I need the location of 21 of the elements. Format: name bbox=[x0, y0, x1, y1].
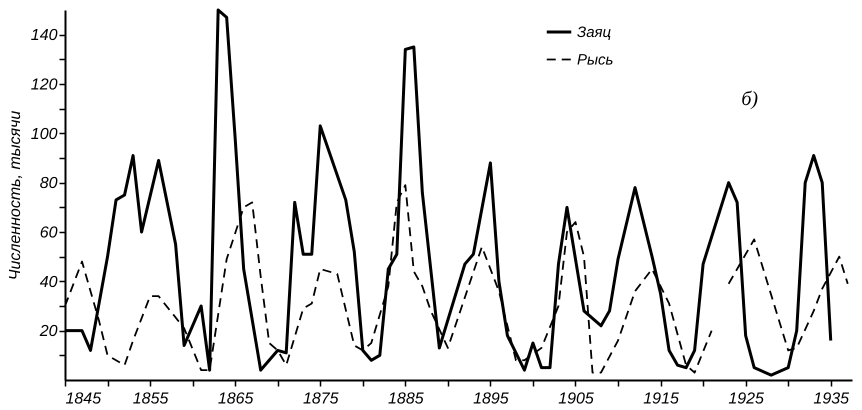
legend-label: Рысь bbox=[577, 52, 614, 68]
x-tick-label: 1925 bbox=[728, 390, 764, 408]
x-tick-label: 1905 bbox=[558, 390, 594, 408]
y-tick-label: 100 bbox=[30, 126, 58, 143]
y-tick-label: 120 bbox=[30, 76, 58, 94]
legend-label: Заяц bbox=[577, 24, 612, 41]
x-tick-label: 1895 bbox=[473, 390, 509, 408]
x-tick-label: 1855 bbox=[132, 390, 168, 408]
x-tick-label: 1885 bbox=[388, 390, 424, 408]
y-tick-label: 140 bbox=[30, 27, 58, 44]
x-tick-label: 1875 bbox=[302, 390, 339, 408]
y-axis-title: Численность, тысячи bbox=[6, 110, 24, 280]
y-tick-label: 20 bbox=[38, 323, 58, 340]
y-tick-label: 80 bbox=[40, 175, 58, 192]
y-tick-label: 40 bbox=[40, 274, 58, 291]
y-tick-label: 60 bbox=[40, 224, 58, 242]
x-tick-label: 1865 bbox=[218, 390, 254, 408]
x-tick-label: 1915 bbox=[643, 390, 679, 408]
x-tick-label: 1935 bbox=[813, 390, 850, 408]
annotation: б) bbox=[741, 88, 758, 110]
x-tick-label: 1845 bbox=[66, 390, 102, 408]
